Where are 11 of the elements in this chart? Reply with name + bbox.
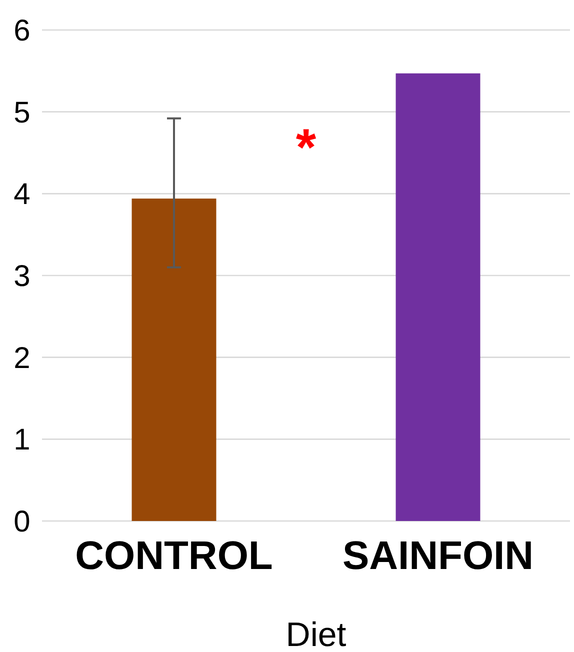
y-tick-label: 6 (14, 14, 30, 48)
x-tick-label: SAINFOIN (342, 534, 534, 578)
y-tick-label: 3 (14, 260, 30, 293)
y-tick-label: 5 (14, 96, 30, 130)
y-tick-label: 1 (14, 424, 30, 457)
annotation: * (296, 119, 317, 177)
x-axis-title: Diet (286, 616, 347, 652)
x-tick-label: CONTROL (75, 534, 273, 578)
y-tick-label: 4 (14, 178, 30, 212)
y-tick-label: 2 (14, 342, 30, 375)
y-tick-label: 0 (14, 506, 30, 538)
